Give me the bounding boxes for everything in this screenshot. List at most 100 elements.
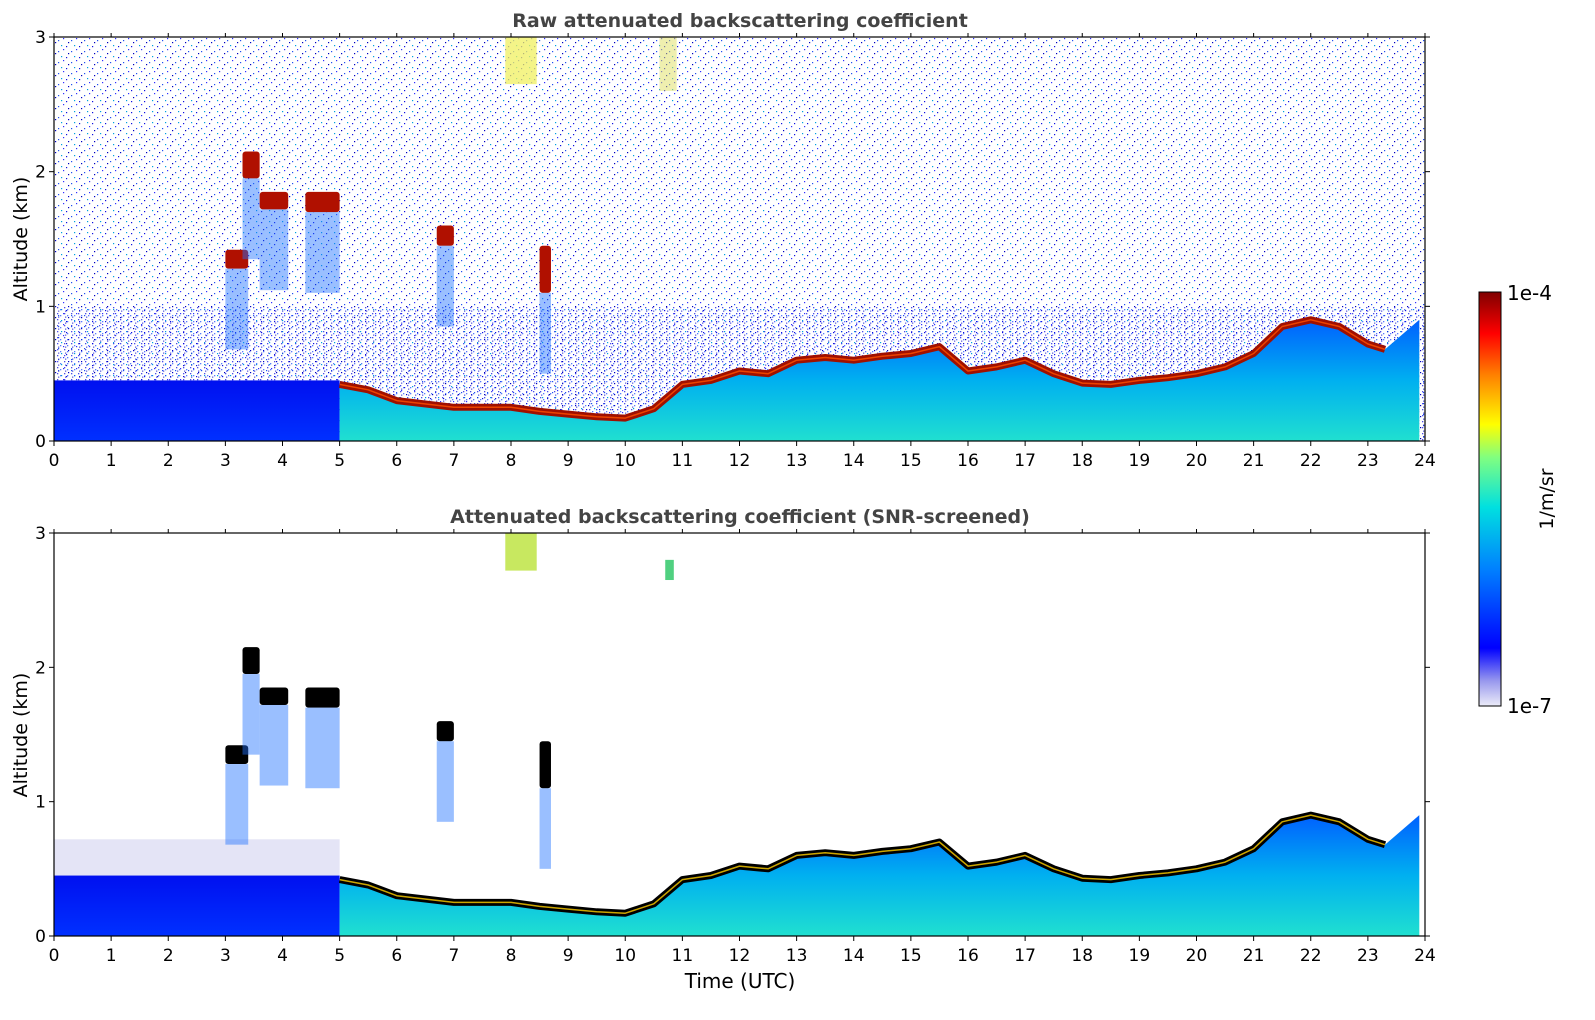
x-tick-label: 10 — [614, 451, 636, 471]
cloud-fallstreak — [242, 674, 260, 755]
y-tick-label: 0 — [35, 927, 46, 947]
x-tick-label: 20 — [1186, 946, 1208, 966]
x-tick-label: 12 — [729, 451, 751, 471]
x-tick-label: 17 — [1014, 451, 1036, 471]
x-tick-label: 13 — [786, 451, 808, 471]
x-tick-label: 22 — [1300, 451, 1322, 471]
x-tick-label: 19 — [1129, 946, 1151, 966]
colorbar-unit-label: 1/m/sr — [1536, 468, 1558, 529]
cloud-fallstreak — [259, 704, 289, 786]
x-tick-label: 16 — [957, 946, 979, 966]
x-tick-label: 4 — [277, 451, 288, 471]
boundary-layer-top-highlight — [339, 814, 1386, 914]
cloud-fallstreak — [225, 764, 249, 845]
raw-y-axis-label: Altitude (km) — [10, 177, 32, 302]
x-tick-label: 16 — [957, 451, 979, 471]
x-tick-label: 18 — [1071, 451, 1093, 471]
x-tick-label: 9 — [563, 946, 574, 966]
boundary-layer-fill — [339, 319, 1420, 441]
x-tick-label: 20 — [1186, 451, 1208, 471]
y-tick-label: 1 — [35, 297, 46, 317]
x-tick-label: 23 — [1357, 451, 1379, 471]
cloud-fallstreak — [225, 268, 249, 350]
x-tick-label: 1 — [106, 946, 117, 966]
cloud-fallstreak — [436, 741, 454, 822]
colorbar-gradient — [1478, 291, 1502, 707]
x-tick-label: 23 — [1357, 946, 1379, 966]
x-tick-label: 13 — [786, 946, 808, 966]
nocturnal-layer — [54, 380, 340, 441]
y-tick-label: 3 — [35, 524, 46, 544]
x-tick-label: 0 — [49, 946, 60, 966]
y-tick-label: 2 — [35, 658, 46, 678]
screened-plot-area — [54, 533, 1420, 936]
x-tick-label: 3 — [220, 451, 231, 471]
cloud-layer — [539, 245, 551, 293]
cloud-fallstreak — [259, 209, 289, 291]
x-tick-label: 7 — [448, 451, 459, 471]
cloud-layer — [259, 191, 289, 210]
colorbar-min-label: 1e-7 — [1507, 694, 1552, 718]
high-aerosol-streak — [505, 533, 537, 571]
x-tick-label: 7 — [448, 946, 459, 966]
cloud-layer — [436, 721, 454, 742]
x-tick-label: 15 — [900, 451, 922, 471]
cloud-fallstreak — [539, 292, 551, 374]
cloud-layer — [539, 741, 551, 789]
x-tick-label: 10 — [614, 946, 636, 966]
raw-backscatter-panel: Raw attenuated backscattering coefficien… — [10, 10, 1436, 471]
boundary-layer-fill — [339, 815, 1420, 936]
x-tick-label: 4 — [277, 946, 288, 966]
x-tick-label: 24 — [1414, 451, 1436, 471]
colorbar-max-label: 1e-4 — [1507, 281, 1552, 305]
x-tick-label: 6 — [391, 946, 402, 966]
x-tick-label: 5 — [334, 451, 345, 471]
cloud-layer — [225, 745, 249, 765]
y-tick-label: 0 — [35, 432, 46, 452]
x-tick-label: 11 — [672, 946, 694, 966]
x-tick-label: 21 — [1243, 946, 1265, 966]
x-tick-label: 2 — [163, 946, 174, 966]
y-tick-label: 1 — [35, 793, 46, 813]
x-tick-label: 2 — [163, 451, 174, 471]
screened-y-ticks: 0 1 2 3 — [35, 524, 1430, 947]
x-tick-label: 14 — [843, 451, 865, 471]
cloud-layer — [259, 687, 289, 705]
screened-x-ticks: 0 1 2 3 4 5 6 7 8 9 10 11 12 13 14 15 16 17 18 19 20 21 22 23 24 — [49, 529, 1436, 966]
raw-panel-title: Raw attenuated backscattering coefficien… — [512, 10, 968, 32]
x-tick-label: 8 — [506, 451, 517, 471]
x-tick-label: 9 — [563, 451, 574, 471]
screened-y-axis-label: Altitude (km) — [10, 673, 32, 798]
raw-y-ticks: 0 1 2 3 — [35, 28, 1430, 452]
cloud-fallstreak — [305, 707, 340, 789]
x-tick-label: 24 — [1414, 946, 1436, 966]
faint-layer — [54, 839, 340, 876]
x-tick-label: 15 — [900, 946, 922, 966]
cloud-fallstreak — [305, 212, 340, 293]
cloud-layer — [305, 191, 340, 213]
x-tick-label: 14 — [843, 946, 865, 966]
y-tick-label: 3 — [35, 28, 46, 48]
x-tick-label: 12 — [729, 946, 751, 966]
screened-backscatter-panel: Attenuated backscattering coefficient (S… — [10, 506, 1436, 993]
y-tick-label: 2 — [35, 163, 46, 183]
x-tick-label: 1 — [106, 451, 117, 471]
colorbar: 1e-4 1e-7 1/m/sr — [1478, 281, 1558, 718]
cloud-fallstreak — [539, 788, 551, 869]
high-aerosol-streak — [659, 37, 677, 91]
nocturnal-layer — [54, 875, 340, 936]
x-tick-label: 17 — [1014, 946, 1036, 966]
x-axis-label: Time (UTC) — [684, 969, 796, 993]
x-tick-label: 5 — [334, 946, 345, 966]
high-aerosol-spot — [665, 559, 674, 581]
raw-plot-area — [54, 37, 1425, 441]
x-tick-label: 8 — [506, 946, 517, 966]
cloud-fallstreak — [436, 245, 454, 327]
x-tick-label: 19 — [1129, 451, 1151, 471]
boundary-layer-top-highlight — [339, 319, 1386, 419]
x-tick-label: 22 — [1300, 946, 1322, 966]
cloud-layer — [242, 151, 260, 179]
x-tick-label: 6 — [391, 451, 402, 471]
x-tick-label: 21 — [1243, 451, 1265, 471]
